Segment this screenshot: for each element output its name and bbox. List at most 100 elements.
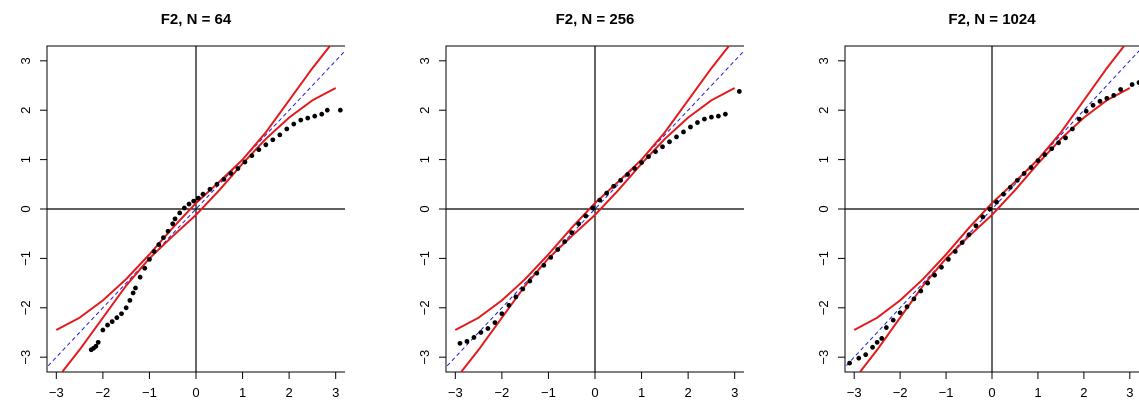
data-point xyxy=(147,256,152,262)
y-tick-label: 2 xyxy=(417,107,432,114)
data-point xyxy=(583,213,589,219)
data-point xyxy=(119,311,124,317)
y-tick-label: 0 xyxy=(417,205,432,212)
data-point xyxy=(994,199,999,205)
data-point xyxy=(492,320,498,326)
data-point xyxy=(715,113,721,119)
x-tick-label: −2 xyxy=(893,385,908,400)
x-tick-label: −3 xyxy=(49,385,64,400)
data-point xyxy=(478,330,484,335)
data-point xyxy=(324,107,330,113)
data-point xyxy=(1014,177,1020,183)
data-point xyxy=(471,335,477,340)
data-point xyxy=(95,339,101,345)
data-point xyxy=(604,190,610,196)
plot-region xyxy=(845,46,1139,372)
x-tick-label: 2 xyxy=(685,385,692,400)
y-tick-label: −2 xyxy=(816,300,831,315)
data-point xyxy=(534,270,540,276)
data-point xyxy=(1118,87,1124,92)
data-point xyxy=(170,221,176,227)
data-point xyxy=(221,176,227,182)
x-tick-label: −2 xyxy=(95,385,110,400)
plot-region xyxy=(446,46,744,372)
data-point xyxy=(1001,191,1006,197)
data-point xyxy=(904,304,910,310)
data-point xyxy=(918,288,924,294)
data-point xyxy=(1049,146,1055,152)
data-point xyxy=(130,290,136,296)
data-point xyxy=(883,325,889,330)
data-point xyxy=(952,249,958,254)
envelope-lower xyxy=(459,87,736,372)
data-point xyxy=(114,315,120,321)
data-point xyxy=(142,265,148,271)
data-point xyxy=(632,166,637,171)
x-tick-label: 0 xyxy=(988,385,995,400)
data-point xyxy=(1104,95,1110,101)
y-tick-label: −3 xyxy=(417,350,432,365)
data-point xyxy=(100,327,106,333)
data-point xyxy=(847,360,852,366)
data-point xyxy=(177,210,183,216)
x-tick-label: 3 xyxy=(731,385,738,400)
data-point xyxy=(973,223,979,229)
data-point xyxy=(897,310,903,316)
y-tick-label: 3 xyxy=(816,57,831,64)
x-tick-label: 3 xyxy=(1126,385,1133,400)
y-tick-label: 3 xyxy=(417,57,432,64)
data-point xyxy=(660,144,665,150)
data-point xyxy=(186,201,192,207)
y-tick-label: 1 xyxy=(816,156,831,163)
data-point xyxy=(870,344,875,350)
data-point xyxy=(235,166,241,171)
y-tick-label: −3 xyxy=(18,350,33,365)
x-tick-label: 0 xyxy=(192,385,199,400)
data-point xyxy=(270,137,276,143)
envelope-lower xyxy=(858,87,1131,372)
data-point xyxy=(191,198,197,204)
data-point xyxy=(688,124,693,130)
data-point xyxy=(863,352,869,358)
data-point xyxy=(1069,126,1075,132)
y-tick-label: −1 xyxy=(417,251,432,266)
data-point xyxy=(1097,98,1103,104)
data-point xyxy=(709,114,714,120)
envelope-upper xyxy=(55,46,332,331)
panel-title: F2, N = 64 xyxy=(161,11,232,28)
envelope-upper xyxy=(454,46,731,331)
data-point xyxy=(562,239,568,245)
data-point xyxy=(959,240,965,245)
x-tick-label: 2 xyxy=(1080,385,1087,400)
x-tick-label: −1 xyxy=(939,385,954,400)
data-point xyxy=(1042,152,1048,158)
data-point xyxy=(987,206,993,212)
data-point xyxy=(555,247,561,252)
data-point xyxy=(597,197,603,203)
data-point xyxy=(1035,158,1041,163)
data-point xyxy=(925,280,931,286)
data-point xyxy=(1021,171,1027,176)
data-point xyxy=(646,154,651,160)
data-point xyxy=(464,338,470,344)
x-tick-label: 0 xyxy=(591,385,598,400)
data-point xyxy=(513,294,519,300)
data-point xyxy=(312,113,318,119)
data-point xyxy=(722,111,728,117)
data-point xyxy=(911,296,917,302)
data-point xyxy=(527,278,533,284)
data-point xyxy=(156,242,162,247)
data-point xyxy=(506,302,512,308)
y-tick-label: −2 xyxy=(18,300,33,315)
data-point xyxy=(681,129,686,135)
data-point xyxy=(109,319,115,325)
data-point xyxy=(939,264,944,270)
data-point xyxy=(1056,140,1062,146)
x-tick-label: −3 xyxy=(847,385,862,400)
plot-region xyxy=(47,46,345,372)
data-point xyxy=(576,221,582,227)
panel-1: F2, N = 64 −3 −2 −1 0 1 2 3 −3 −2 −1 0 1 2 3 xyxy=(18,11,345,400)
data-point xyxy=(228,171,234,176)
data-point xyxy=(1076,116,1082,122)
data-point xyxy=(242,159,248,165)
